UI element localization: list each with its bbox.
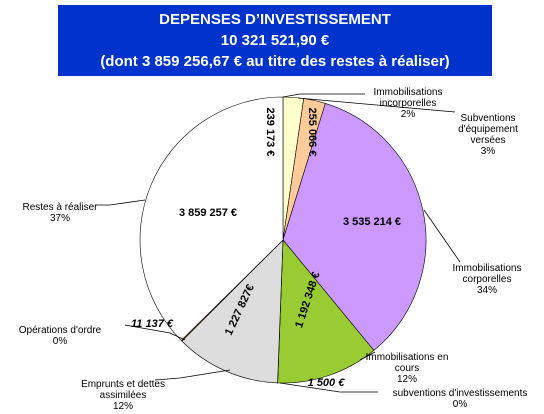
category-label-line: Immobilisations en	[366, 352, 449, 363]
category-label-line: Subventions	[460, 113, 515, 124]
pie-slice	[139, 96, 284, 341]
category-label-line: Restes à réaliser	[22, 202, 98, 213]
percent-label: 34%	[477, 285, 497, 296]
leader-line	[124, 324, 186, 341]
category-label-line: incorporelles	[380, 98, 437, 109]
leader-line	[359, 351, 376, 361]
percent-label: 2%	[401, 109, 416, 120]
category-label-line: corporelles	[463, 274, 512, 285]
pie-slice	[282, 103, 427, 351]
percent-label: 0%	[53, 336, 68, 347]
leader-line	[282, 93, 365, 98]
leader-line	[423, 209, 461, 263]
value-label: 3 859 257 €	[179, 207, 237, 219]
category-label: subventions d'investissements 0%	[393, 388, 528, 410]
category-label: Immobilisations corporelles 34%	[453, 263, 522, 296]
category-label: Opérations d'ordre 0%	[19, 325, 102, 347]
category-label: Immobilisations incorporelles 2%	[374, 87, 443, 120]
category-label-line: Opérations d'ordre	[19, 325, 102, 336]
percent-label: 37%	[50, 213, 70, 224]
category-label-line: Immobilisations	[453, 263, 522, 274]
chart-title: DEPENSES D’INVESTISSEMENT	[159, 11, 391, 28]
category-label: Immobilisations en cours 12%	[366, 352, 449, 385]
category-label: Restes à réaliser 37%	[22, 202, 98, 224]
category-label-line: assimilées	[100, 390, 147, 401]
category-label-line: cours	[395, 363, 419, 374]
leader-line	[95, 199, 146, 206]
category-label: Subventions d'équipement versées 3%	[458, 113, 518, 157]
leader-line	[154, 369, 231, 381]
title-box	[58, 5, 492, 76]
percent-label: 3%	[481, 146, 496, 157]
category-label-line: d'équipement	[458, 124, 518, 135]
chart-title: 10 321 521,90 €	[221, 32, 330, 49]
leader-line	[297, 97, 456, 113]
value-label: 11 137 €	[131, 318, 174, 330]
category-label-line: subventions d'investissements	[393, 388, 528, 399]
percent-label: 12%	[397, 374, 417, 385]
percent-label: 12%	[113, 401, 133, 412]
category-label-line: Immobilisations	[374, 87, 443, 98]
value-label: 255 066 €	[306, 108, 318, 157]
category-label-line: versées	[470, 135, 505, 146]
pie-slice	[277, 239, 375, 384]
leader-line	[279, 382, 378, 393]
value-label: 3 535 214 €	[343, 216, 401, 228]
percent-label: 0%	[453, 399, 468, 410]
chart-subtitle: (dont 3 859 256,67 € au titre des restes…	[100, 53, 449, 70]
category-label-line: Emprunts et dettes	[81, 379, 165, 390]
value-label: 1 500 €	[308, 377, 346, 389]
category-label: Emprunts et dettes assimilées 12%	[81, 379, 165, 412]
value-label: 239 173 €	[264, 108, 276, 157]
